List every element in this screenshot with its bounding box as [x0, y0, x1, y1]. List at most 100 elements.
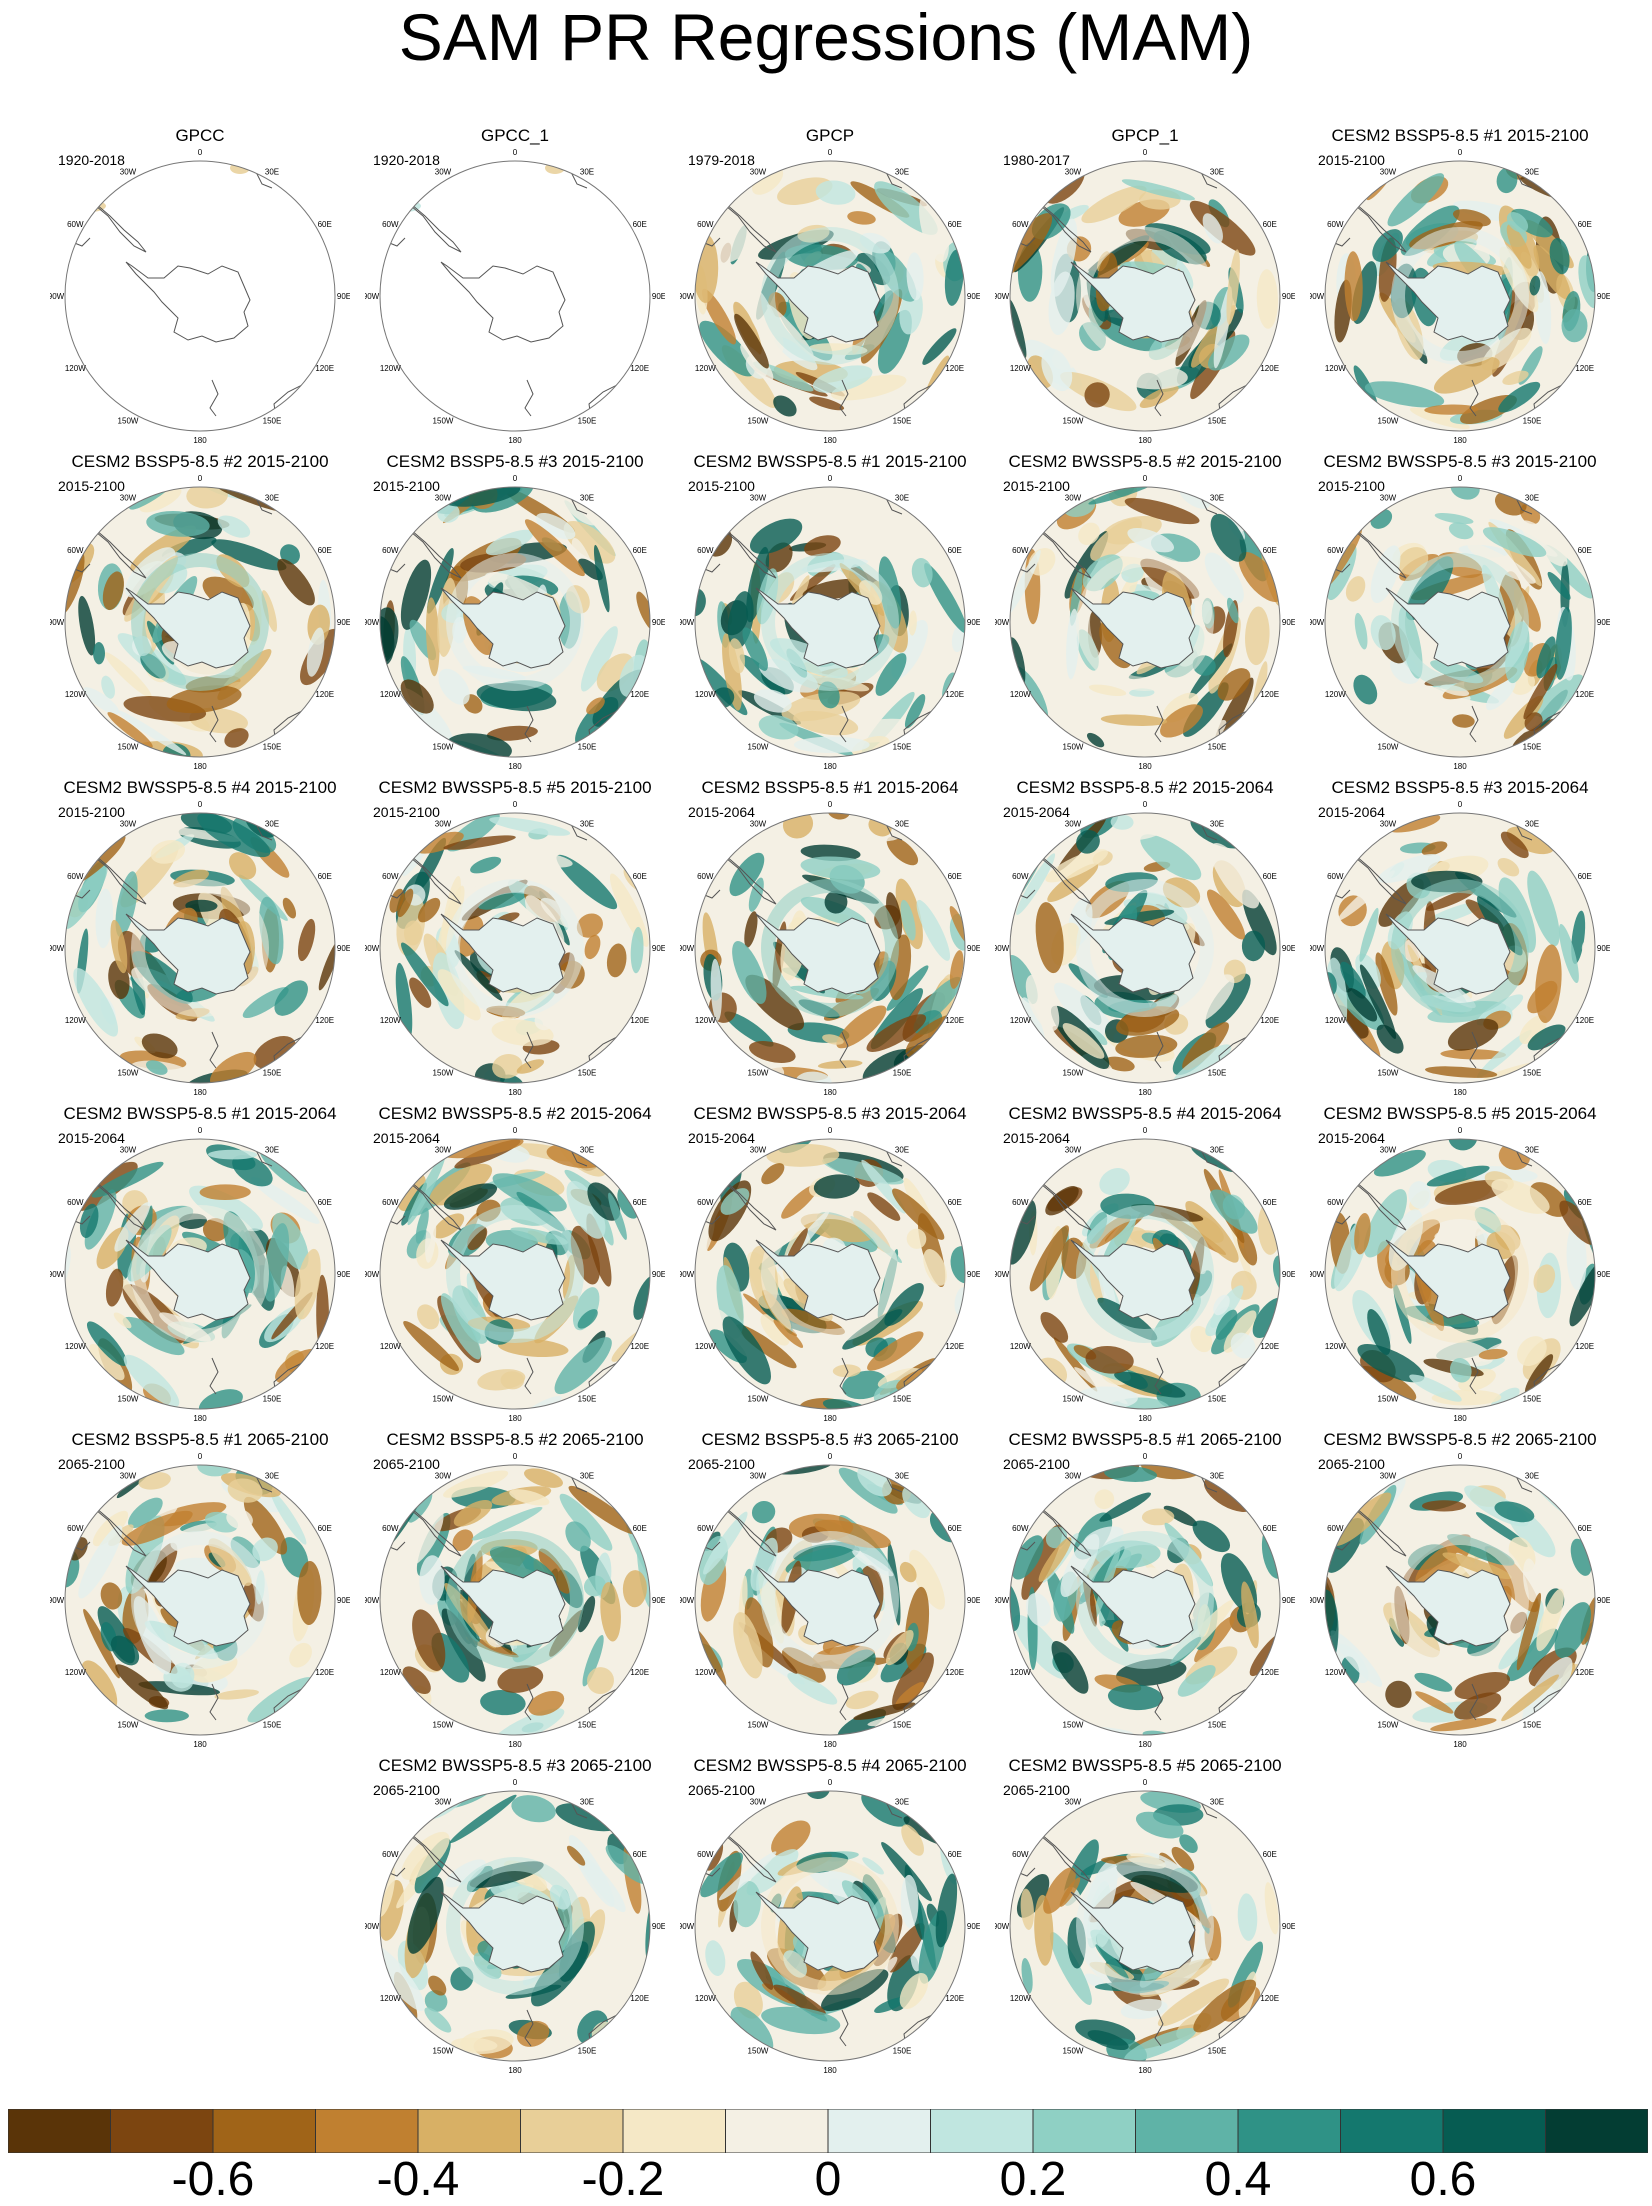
colorbar-swatch	[725, 2109, 829, 2153]
longitude-label: 120W	[1325, 1342, 1346, 1351]
panel-period-label: 2065-2100	[1003, 1456, 1070, 1472]
longitude-label: 90W	[365, 1596, 380, 1605]
longitude-label: 30W	[435, 1797, 452, 1806]
colorbar-swatch	[1135, 2109, 1239, 2153]
longitude-label: 180	[193, 1740, 207, 1749]
colorbar-swatch	[1442, 2109, 1546, 2153]
polar-stereographic-map: 0 30E 60E 90E 120E 150E 180 150W 120W 90W 60W 30W	[995, 1126, 1295, 1423]
longitude-label: 180	[193, 436, 207, 445]
longitude-label: 60W	[382, 220, 399, 229]
longitude-label: 120W	[65, 1668, 86, 1677]
longitude-label: 90W	[680, 1596, 695, 1605]
longitude-label: 150E	[893, 1069, 912, 1078]
longitude-label: 30W	[435, 493, 452, 502]
longitude-label: 30W	[750, 1797, 767, 1806]
longitude-label: 90W	[1310, 618, 1325, 627]
panel-period-label: 2015-2064	[688, 1130, 755, 1146]
panel-period-label: 2015-2064	[1003, 1130, 1070, 1146]
longitude-label: 120W	[695, 364, 716, 373]
longitude-label: 180	[193, 1088, 207, 1097]
longitude-label: 150W	[118, 1395, 139, 1404]
longitude-label: 60E	[1578, 220, 1592, 229]
longitude-label: 30W	[435, 1471, 452, 1480]
longitude-label: 120W	[1010, 364, 1031, 373]
longitude-label: 0	[198, 1452, 203, 1461]
longitude-label: 120E	[630, 690, 649, 699]
longitude-label: 180	[823, 1414, 837, 1423]
panel-title: GPCP_1	[1111, 126, 1179, 145]
map-panel: CESM2 BWSSP5-8.5 #2 2015-2064 0 30E 60E 90E 1…	[365, 1104, 665, 1423]
longitude-label: 90E	[1282, 292, 1295, 301]
longitude-label: 90W	[680, 1270, 695, 1279]
map-panel: CESM2 BWSSP5-8.5 #3 2065-2100 0 30E 60E 90E 1…	[365, 1756, 665, 2075]
longitude-label: 30W	[120, 819, 137, 828]
longitude-label: 60W	[67, 1198, 84, 1207]
colorbar-tick-label: 0.6	[1409, 2153, 1477, 2206]
longitude-label: 0	[828, 148, 833, 157]
longitude-label: 0	[513, 474, 518, 483]
panel-period-label: 2015-2064	[1003, 804, 1070, 820]
map-panel: CESM2 BWSSP5-8.5 #1 2065-2100 0 30E 60E 90E 1…	[995, 1430, 1295, 1749]
longitude-label: 180	[1138, 1088, 1152, 1097]
longitude-label: 120E	[945, 1016, 964, 1025]
longitude-label: 150E	[893, 2047, 912, 2056]
longitude-label: 150W	[1063, 417, 1084, 426]
longitude-label: 120W	[380, 1994, 401, 2003]
longitude-label: 180	[823, 1088, 837, 1097]
longitude-label: 30E	[580, 167, 594, 176]
colorbar	[8, 2109, 1648, 2153]
map-panel: CESM2 BSSP5-8.5 #1 2065-2100 0 30E 60E 90E 12…	[50, 1430, 350, 1749]
longitude-label: 60W	[697, 220, 714, 229]
longitude-label: 90E	[967, 618, 980, 627]
longitude-label: 180	[1453, 436, 1467, 445]
longitude-label: 90E	[967, 1922, 980, 1931]
longitude-label: 120W	[1010, 1668, 1031, 1677]
longitude-label: 120E	[1260, 364, 1279, 373]
longitude-label: 90E	[337, 1596, 350, 1605]
longitude-label: 150W	[748, 1069, 769, 1078]
longitude-label: 90W	[995, 944, 1010, 953]
longitude-label: 120E	[315, 1668, 334, 1677]
longitude-label: 30W	[750, 1145, 767, 1154]
longitude-label: 90W	[1310, 292, 1325, 301]
longitude-label: 150W	[433, 1069, 454, 1078]
longitude-label: 120E	[945, 1994, 964, 2003]
longitude-label: 30W	[120, 493, 137, 502]
longitude-label: 120W	[380, 1668, 401, 1677]
colorbar-tick-label: -0.4	[376, 2153, 460, 2206]
map-panel-grid: GPCC 0 30E 60E 90E 120E 150E 180 150W 120W 90W 60W 3…	[50, 126, 1610, 2075]
polar-stereographic-map: 0 30E 60E 90E 120E 150E 180 150W 120W 90W 60W 30W	[680, 1778, 980, 2075]
panel-title: CESM2 BSSP5-8.5 #1 2065-2100	[71, 1430, 329, 1449]
longitude-label: 90E	[337, 292, 350, 301]
figure-title: SAM PR Regressions (MAM)	[398, 0, 1254, 74]
longitude-label: 150W	[1378, 1395, 1399, 1404]
longitude-label: 90W	[995, 1596, 1010, 1605]
longitude-label: 90W	[1310, 944, 1325, 953]
longitude-label: 30E	[580, 1145, 594, 1154]
longitude-label: 90W	[365, 1922, 380, 1931]
longitude-label: 0	[828, 1778, 833, 1787]
longitude-label: 30E	[895, 1145, 909, 1154]
longitude-label: 90E	[1282, 1922, 1295, 1931]
longitude-label: 60E	[318, 1198, 332, 1207]
longitude-label: 120W	[380, 364, 401, 373]
panel-period-label: 2015-2064	[1318, 804, 1385, 820]
longitude-label: 90W	[680, 1922, 695, 1931]
longitude-label: 120W	[65, 1342, 86, 1351]
longitude-label: 60W	[1012, 220, 1029, 229]
longitude-label: 150E	[263, 1721, 282, 1730]
longitude-label: 120E	[630, 1994, 649, 2003]
panel-title: GPCP	[805, 126, 855, 145]
longitude-label: 30E	[895, 493, 909, 502]
longitude-label: 0	[513, 148, 518, 157]
longitude-label: 60E	[948, 1524, 962, 1533]
polar-stereographic-map: 0 30E 60E 90E 120E 150E 180 150W 120W 90W 60W 30W	[1310, 474, 1610, 771]
longitude-label: 30W	[1380, 493, 1397, 502]
longitude-label: 90W	[50, 944, 65, 953]
longitude-label: 150E	[1208, 1395, 1227, 1404]
longitude-label: 60E	[1263, 1850, 1277, 1859]
map-panel: CESM2 BWSSP5-8.5 #1 2015-2100 0 30E 60E 90E 1…	[680, 452, 980, 771]
longitude-label: 120W	[1010, 1994, 1031, 2003]
longitude-label: 0	[1143, 1452, 1148, 1461]
map-panel: CESM2 BSSP5-8.5 #3 2015-2100 0 30E 60E 90E 12…	[365, 452, 665, 771]
